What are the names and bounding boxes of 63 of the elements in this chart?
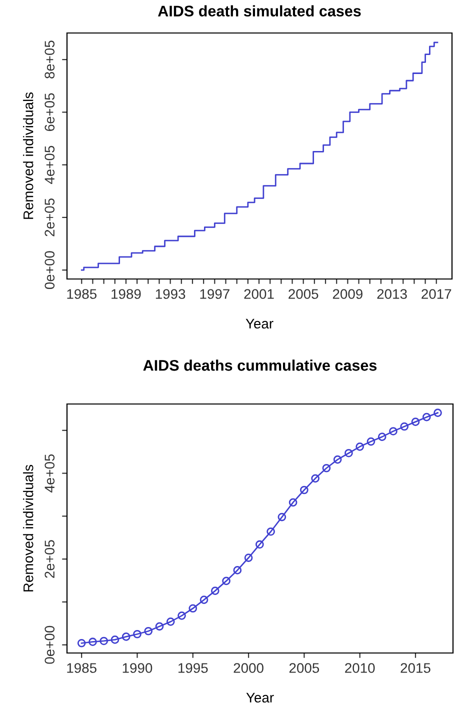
y-tick-label: 4e+05 [44,454,55,492]
point [256,540,264,549]
point [300,486,308,494]
y-tick-label: 2e+05 [44,198,55,236]
y-tick-label: 2e+05 [44,540,55,578]
x-tick-label: 2017 [422,289,452,299]
point [210,586,220,595]
point [422,412,431,422]
x-tick-label: 1997 [200,289,230,299]
y-tick-label: 8e+05 [44,40,55,78]
point [110,636,120,644]
x-axis-title: Year [246,692,274,703]
x-tick-label: 2009 [332,289,362,299]
chart-title: AIDS death simulated cases [158,5,361,16]
x-tick-label: 1993 [156,289,186,299]
point [311,474,320,483]
point [155,622,164,631]
y-tick-label: 4e+05 [44,146,55,184]
point [144,626,153,636]
point [188,604,198,613]
point [278,512,286,522]
x-tick-label: 1990 [122,663,152,673]
point [366,437,376,446]
point [200,596,208,604]
y-tick-label: 0e+00 [44,251,55,290]
y-axis-title: Removed individuals [23,464,34,592]
point [88,638,97,646]
x-tick-label: 1985 [67,663,96,673]
y-tick-label: 6e+05 [44,93,55,131]
x-tick-label: 2000 [234,663,264,673]
x-tick-label: 1989 [112,289,141,299]
x-tick-label: 2005 [288,289,318,299]
point [133,630,142,638]
point [378,432,386,441]
x-tick-label: 2013 [377,289,407,299]
point [356,442,364,451]
point [333,455,342,464]
point [233,566,242,574]
point [266,527,275,536]
x-tick-label: 1985 [67,289,96,299]
x-tick-label: 2001 [244,289,274,299]
point [77,638,86,648]
point [178,612,186,620]
x-axis-title: Year [246,318,274,329]
point [322,464,331,472]
point [122,632,130,641]
x-tick-label: 2005 [289,663,320,673]
point [288,498,298,507]
x-tick-label: 2010 [345,663,375,673]
point [100,636,108,646]
point [244,554,253,562]
y-tick-label: 0e+00 [44,626,55,664]
point [400,422,409,431]
x-tick-label: 1995 [178,663,208,673]
y-axis-title: Removed individuals [23,92,34,219]
point [222,576,230,586]
point [434,408,442,417]
point [389,427,398,436]
x-tick-label: 2015 [400,663,430,673]
point [344,448,353,458]
chart-title: AIDS deaths cummulative cases [143,360,377,371]
point [166,618,175,626]
point [411,418,420,426]
